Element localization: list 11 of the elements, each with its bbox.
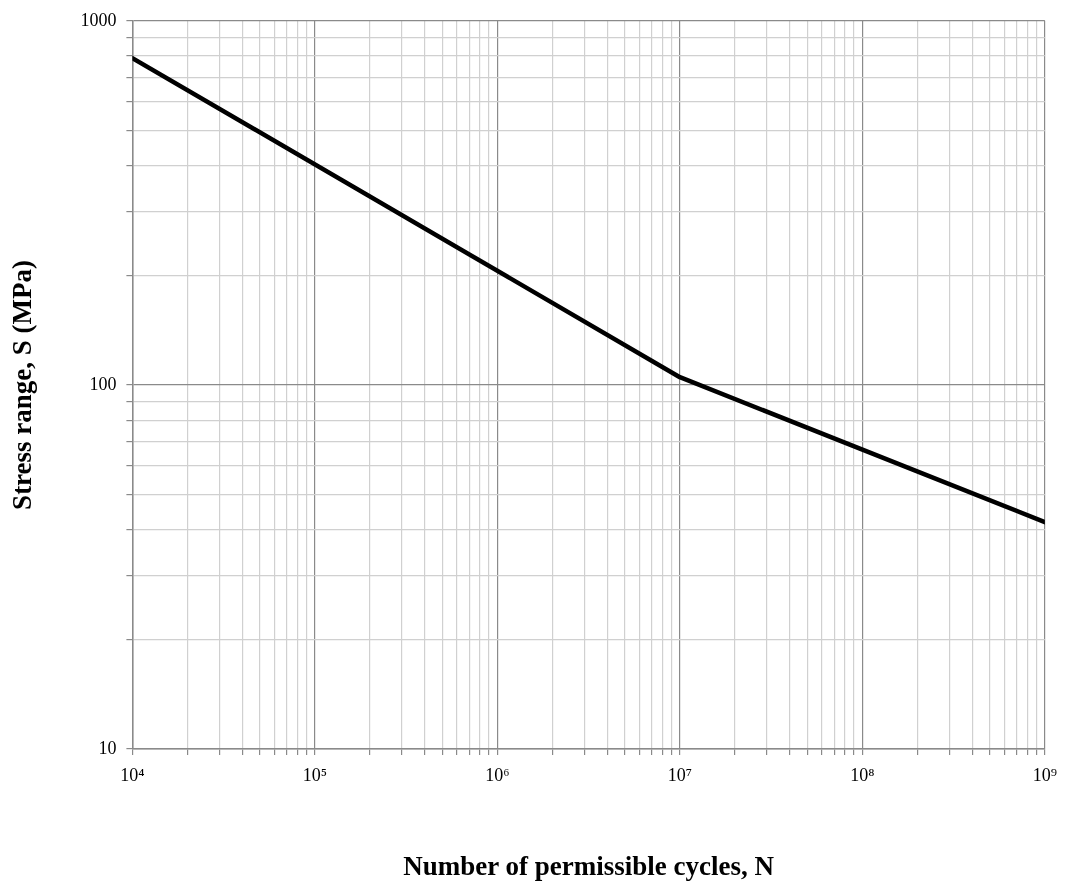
- y-tick-label: 1000: [80, 9, 117, 30]
- y-axis-title: Stress range, S (MPa): [7, 259, 38, 510]
- y-tick-label: 100: [89, 373, 117, 394]
- x-tick-label: 10⁵: [302, 764, 328, 785]
- x-tick-label: 10⁷: [667, 764, 693, 785]
- x-tick-label: 10⁸: [850, 764, 875, 785]
- x-tick-label: 10⁶: [485, 764, 510, 785]
- x-tick-label: 10⁹: [1032, 764, 1057, 785]
- y-tick-label: 10: [98, 737, 117, 758]
- x-axis-title: Number of permissible cycles, N: [403, 850, 775, 881]
- x-tick-label: 10⁴: [120, 764, 145, 785]
